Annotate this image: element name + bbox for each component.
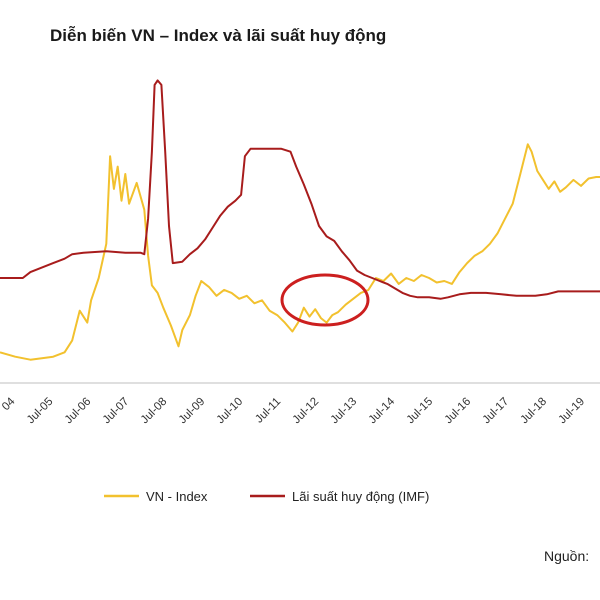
x-tick-label: Jul-10	[215, 396, 246, 427]
x-tick-label: Jul-07	[101, 396, 132, 427]
x-tick-label: Jul-05	[25, 396, 56, 427]
x-tick-label: Jul-18	[518, 396, 549, 427]
source-note: Nguồn:	[544, 548, 590, 564]
legend: VN - Index Lãi suất huy động (IMF)	[104, 489, 429, 504]
chart-title: Diễn biến VN – Index và lãi suất huy độn…	[50, 26, 387, 45]
x-tick-label: Jul-19	[556, 396, 587, 427]
x-tick-label: 04	[0, 395, 18, 413]
x-tick-label: Jul-06	[63, 396, 94, 427]
x-tick-label: Jul-15	[405, 396, 436, 427]
x-tick-label: Jul-16	[443, 396, 474, 427]
series-line-deposit-rate	[0, 79, 600, 300]
x-tick-label: Jul-17	[481, 396, 512, 427]
series-line-vn-index	[0, 143, 600, 361]
x-tick-label: Jul-13	[329, 396, 360, 427]
series-layer	[0, 79, 600, 361]
x-tick-label: Jul-08	[139, 396, 170, 427]
x-tick-labels: 04 Jul-05 Jul-06 Jul-07 Jul-08 Jul-09 Jul-10 Ju…	[0, 395, 587, 426]
x-tick-label: Jul-14	[367, 395, 398, 426]
x-tick-label: Jul-09	[177, 396, 208, 427]
x-tick-label: Jul-11	[253, 396, 283, 426]
highlight-circle	[280, 273, 370, 327]
legend-label-vn-index: VN - Index	[146, 489, 208, 504]
legend-label-deposit-rate: Lãi suất huy động (IMF)	[292, 489, 429, 504]
x-tick-label: Jul-12	[291, 396, 322, 427]
